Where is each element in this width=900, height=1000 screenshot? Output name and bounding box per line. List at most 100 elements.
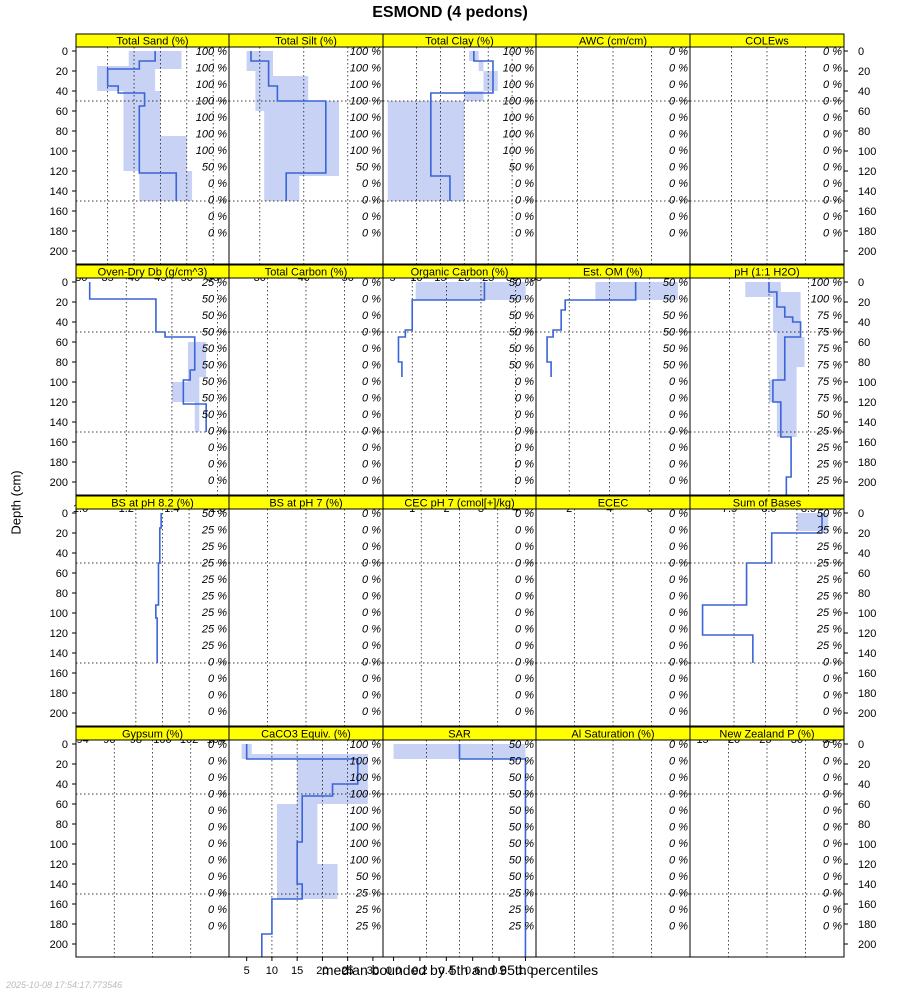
panel-2-0: BS at pH 8.2 (%) 50 % 25 % 25 % 25 % 25 % 25 %… [75, 495, 230, 746]
pct-label: 0 % [515, 706, 534, 718]
pct-label: 0 % [515, 393, 534, 405]
pct-label: 100 % [350, 63, 381, 75]
pct-label: 50 % [509, 310, 534, 322]
pct-label: 50 % [202, 508, 227, 520]
pct-label: 100 % [350, 789, 381, 801]
panel-title: Al Saturation (%) [571, 729, 654, 741]
y-tick-label-left: 180 [50, 688, 68, 700]
pct-label: 50 % [509, 739, 534, 751]
pct-label: 0 % [669, 442, 688, 454]
pct-label: 100 % [196, 63, 227, 75]
pct-label: 100 % [503, 79, 534, 91]
panel-0-4: COLEws 0 % 0 % 0 % 0 % 0 % 0 % 0 % 0 % 0 % 0 % 0 % 0… [689, 33, 845, 265]
pct-label: 0 % [669, 79, 688, 91]
percentile-band [241, 744, 368, 899]
y-tick-label-right: 20 [858, 66, 870, 78]
pct-label: 0 % [669, 690, 688, 702]
pct-label: 0 % [208, 921, 227, 933]
pct-label: 50 % [202, 162, 227, 174]
median-line [397, 282, 486, 377]
y-tick-label-left: 180 [50, 919, 68, 931]
pct-label: 100 % [350, 96, 381, 108]
y-tick-label-left: 200 [50, 246, 68, 258]
y-tick-label-right: 40 [858, 779, 870, 791]
y-tick-label-left: 200 [50, 477, 68, 489]
pct-label: 0 % [362, 442, 381, 454]
pct-label: 0 % [515, 178, 534, 190]
y-tick-label-right: 160 [858, 899, 876, 911]
pct-label: 0 % [208, 805, 227, 817]
y-tick-label-left: 160 [50, 206, 68, 218]
pct-label: 0 % [362, 294, 381, 306]
pct-label: 0 % [669, 805, 688, 817]
pct-label: 0 % [362, 640, 381, 652]
pct-label: 100 % [350, 822, 381, 834]
pct-label: 0 % [669, 838, 688, 850]
pct-label: 0 % [669, 46, 688, 58]
y-tick-label-left: 140 [50, 879, 68, 891]
pct-label: 0 % [208, 739, 227, 751]
y-tick-label-left: 160 [50, 668, 68, 680]
y-tick-label-right: 200 [858, 246, 876, 258]
pct-label: 100 % [350, 79, 381, 91]
y-tick-label-left: 0 [62, 277, 68, 289]
pct-label: 50 % [663, 360, 688, 372]
pct-label: 0 % [208, 772, 227, 784]
pct-label: 50 % [509, 756, 534, 768]
median-line [430, 51, 494, 201]
panel-title: SAR [448, 729, 471, 741]
pct-label: 0 % [823, 145, 842, 157]
pct-label: 0 % [669, 475, 688, 487]
pct-label: 50 % [509, 277, 534, 289]
pct-label: 50 % [202, 360, 227, 372]
pct-label: 50 % [509, 871, 534, 883]
pct-label: 50 % [509, 855, 534, 867]
median-line [701, 513, 823, 663]
pct-label: 100 % [350, 855, 381, 867]
pct-label: 0 % [669, 178, 688, 190]
y-tick-label-right: 40 [858, 317, 870, 329]
panel-border [689, 277, 845, 496]
y-tick-label-left: 60 [56, 106, 68, 118]
y-tick-label-right: 100 [858, 839, 876, 851]
percentile-band [415, 282, 526, 300]
panel-2-4: Sum of Bases 50 % 25 % 25 % 25 % 25 % 25 % 25 %… [689, 495, 845, 746]
panel-1-1: Total Carbon (%) 0 % 0 % 0 % 0 % 0 % 0 % 0 % 0 %… [228, 264, 384, 496]
pct-label: 100 % [350, 112, 381, 124]
y-tick-label-left: 100 [50, 146, 68, 158]
chart-title: ESMOND (4 pedons) [372, 4, 528, 21]
pct-label: 100 % [196, 129, 227, 141]
pct-label: 0 % [669, 574, 688, 586]
panel-border [689, 46, 845, 265]
x-tick-label: 15 [291, 965, 303, 977]
y-tick-label-left: 20 [56, 66, 68, 78]
pct-label: 50 % [509, 360, 534, 372]
y-tick-label-left: 180 [50, 226, 68, 238]
pct-label: 0 % [515, 607, 534, 619]
y-tick-label-left: 80 [56, 126, 68, 138]
panel-title: Oven-Dry Db (g/cm^3) [98, 267, 208, 279]
pct-label: 50 % [663, 294, 688, 306]
pct-label: 0 % [823, 178, 842, 190]
x-tick-label: 0.2 [412, 965, 427, 977]
pct-label: 0 % [208, 178, 227, 190]
pct-label: 100 % [350, 739, 381, 751]
pct-label: 25 % [816, 426, 842, 438]
y-tick-label-right: 80 [858, 357, 870, 369]
pct-label: 0 % [208, 673, 227, 685]
pct-label: 75 % [817, 327, 842, 339]
pct-label: 0 % [208, 904, 227, 916]
y-tick-label-right: 60 [858, 568, 870, 580]
x-axis-label: median bounded by 5th and 95th percentil… [321, 962, 599, 978]
y-tick-label-left: 80 [56, 588, 68, 600]
panel-title: Organic Carbon (%) [411, 267, 509, 279]
panel-3-3: Al Saturation (%) 0 % 0 % 0 % 0 % 0 % 0 % 0 % 0 … [535, 726, 691, 958]
y-tick-label-left: 20 [56, 528, 68, 540]
pct-label: 0 % [362, 360, 381, 372]
panel-title: Est. OM (%) [583, 267, 643, 279]
pct-label: 25 % [816, 442, 842, 454]
pct-label: 75 % [817, 376, 842, 388]
pct-label: 25 % [508, 888, 534, 900]
y-tick-label-right: 120 [858, 628, 876, 640]
percentile-band [246, 51, 339, 201]
